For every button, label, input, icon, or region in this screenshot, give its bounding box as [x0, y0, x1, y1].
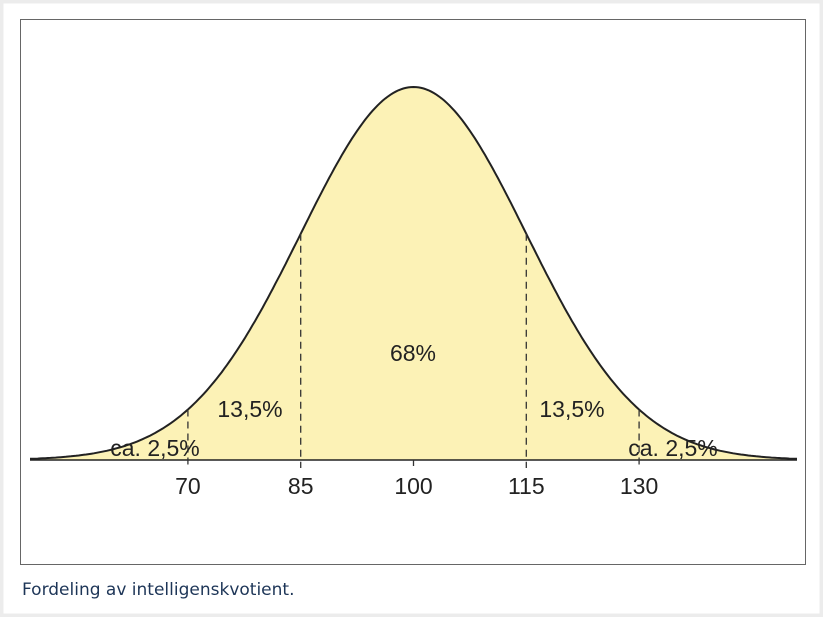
- curve: [30, 85, 797, 460]
- region-label: 13,5%: [539, 396, 604, 422]
- x-tick-label: 130: [620, 473, 658, 499]
- x-tick-label: 100: [394, 473, 432, 499]
- region-label: 13,5%: [217, 396, 282, 422]
- x-tick-label: 115: [508, 473, 545, 499]
- x-tick-label: 70: [175, 473, 201, 499]
- region-label: ca. 2,5%: [628, 435, 718, 461]
- region-label: 68%: [390, 340, 436, 366]
- region-label: ca. 2,5%: [110, 435, 200, 461]
- caption: Fordeling av intelligenskvotient.: [22, 580, 295, 600]
- curve-area: [30, 87, 797, 460]
- x-tick-label: 85: [288, 473, 314, 499]
